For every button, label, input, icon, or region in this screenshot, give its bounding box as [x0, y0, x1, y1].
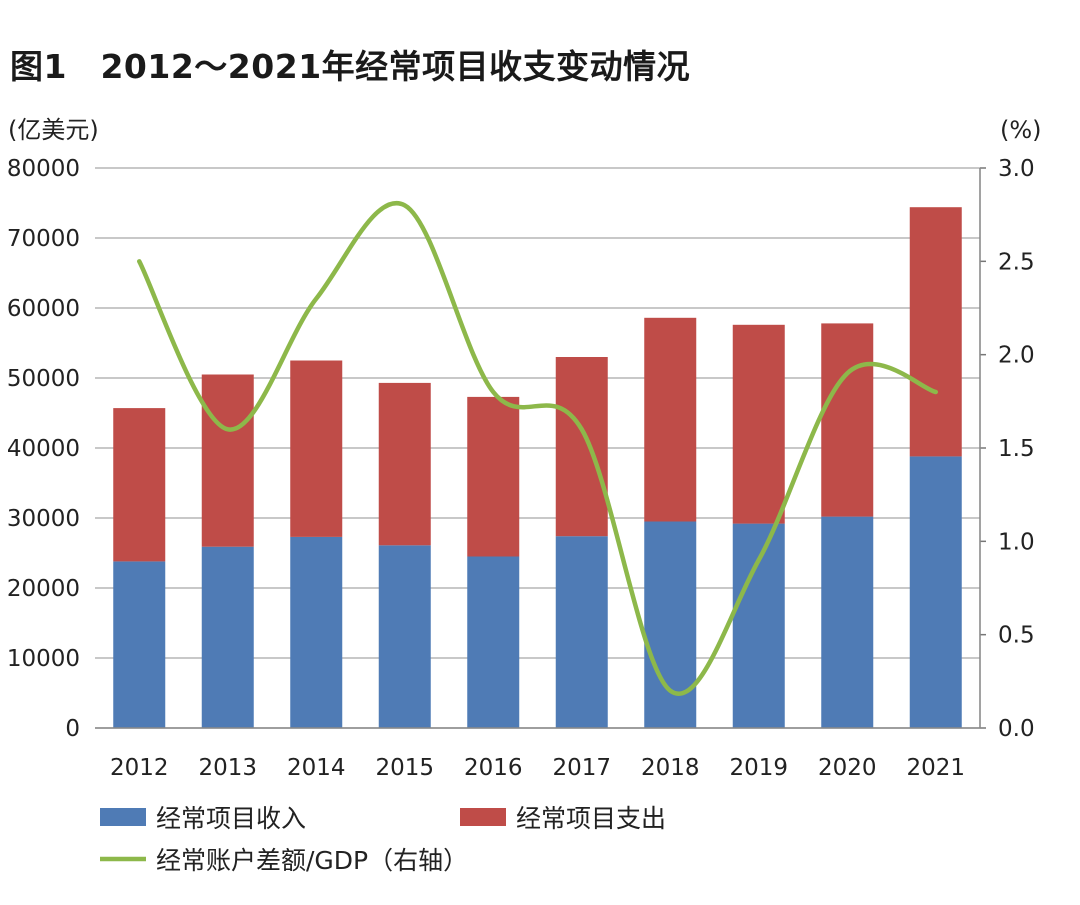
bar-expense-2017: [555, 357, 608, 537]
bar-expense-2019: [732, 324, 785, 524]
bar-expense-2015: [378, 382, 431, 546]
bar-expense-2020: [821, 323, 874, 517]
x-tick-label: 2018: [641, 755, 700, 781]
right-tick-label: 0.0: [998, 716, 1035, 742]
left-tick-label: 10000: [7, 646, 80, 672]
left-tick-label: 50000: [7, 366, 80, 392]
right-tick-label: 0.5: [998, 623, 1035, 649]
x-tick-label: 2014: [287, 755, 346, 781]
legend-swatch: [100, 808, 146, 826]
legend-label: 经常项目支出: [516, 804, 666, 833]
right-tick-label: 2.0: [998, 343, 1035, 369]
bar-income-2020: [821, 516, 874, 728]
x-tick-label: 2013: [198, 755, 257, 781]
bar-expense-2018: [644, 317, 697, 522]
bar-expense-2014: [290, 360, 343, 537]
figure-title: 图1 2012～2021年经常项目收支变动情况: [10, 47, 691, 86]
right-tick-label: 1.5: [998, 436, 1035, 462]
left-tick-label: 60000: [7, 296, 80, 322]
line-ca-balance-gdp: [137, 200, 938, 696]
bar-income-2021: [909, 456, 962, 728]
x-tick-label: 2015: [375, 755, 434, 781]
bar-income-2013: [201, 546, 254, 728]
bar-income-2019: [732, 523, 785, 728]
line-series: [137, 200, 938, 696]
right-tick-label: 1.0: [998, 529, 1035, 555]
bar-expense-2012: [113, 408, 166, 562]
legend-label: 经常项目收入: [156, 804, 306, 833]
x-tick-label: 2021: [906, 755, 965, 781]
bar-series: [113, 207, 962, 728]
left-tick-label: 0: [65, 716, 80, 742]
x-tick-label: 2017: [552, 755, 611, 781]
x-tick-label: 2016: [464, 755, 523, 781]
legend-swatch: [460, 808, 506, 826]
bar-expense-2016: [467, 396, 520, 557]
left-tick-label: 80000: [7, 156, 80, 182]
right-axis-unit: (%): [1000, 116, 1042, 144]
bar-income-2014: [290, 536, 343, 728]
x-tick-label: 2020: [818, 755, 877, 781]
bar-expense-2021: [909, 207, 962, 457]
right-tick-label: 2.5: [998, 249, 1035, 275]
x-tick-label: 2012: [110, 755, 169, 781]
left-tick-label: 20000: [7, 576, 80, 602]
left-tick-label: 30000: [7, 506, 80, 532]
bar-income-2012: [113, 561, 166, 728]
legend-label: 经常账户差额/GDP（右轴）: [156, 846, 468, 875]
bar-expense-2013: [201, 374, 254, 547]
bar-income-2018: [644, 521, 697, 728]
left-tick-label: 70000: [7, 226, 80, 252]
x-tick-label: 2019: [729, 755, 788, 781]
right-tick-label: 3.0: [998, 156, 1035, 182]
left-axis-unit: (亿美元): [8, 116, 99, 144]
bar-income-2015: [378, 545, 431, 728]
left-tick-label: 40000: [7, 436, 80, 462]
axes: 0 10000 20000 30000 40000 50000 60000 70000 8000…: [7, 156, 1035, 781]
bar-income-2016: [467, 556, 520, 728]
bar-income-2017: [555, 536, 608, 728]
